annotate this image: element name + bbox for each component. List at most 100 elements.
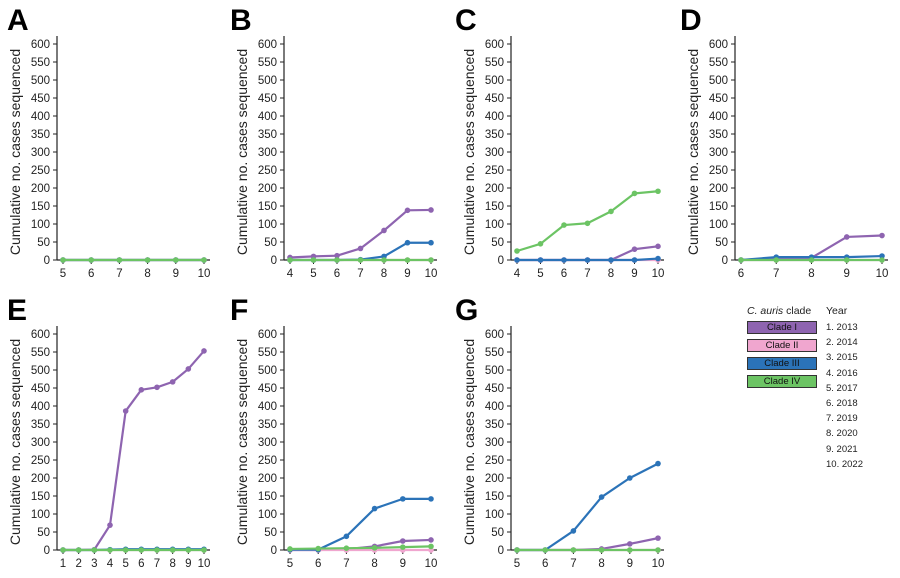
- y-tick-label: 350: [709, 129, 728, 141]
- data-point: [655, 255, 661, 262]
- y-tick-label: 250: [709, 165, 728, 177]
- data-point: [627, 475, 633, 481]
- panel-letter: F: [230, 294, 248, 327]
- x-tick-label: 2: [75, 558, 81, 570]
- data-point: [357, 245, 364, 252]
- data-point: [310, 257, 317, 263]
- data-point: [357, 257, 364, 263]
- y-tick-label: 200: [31, 473, 50, 485]
- y-axis-label: Cumulative no. cases sequenced: [685, 49, 701, 255]
- data-point: [343, 533, 350, 540]
- legend-swatch: [747, 357, 817, 370]
- data-point: [404, 239, 411, 246]
- data-point: [598, 494, 605, 500]
- x-tick-label: 5: [310, 268, 316, 280]
- x-tick-label: 10: [652, 558, 665, 570]
- legend-item-clade-1: Clade I: [747, 321, 817, 335]
- y-tick-label: 150: [31, 201, 50, 213]
- panel-d: D 0 50 100 150 200 250 300 350 400 450 500 550 600 6 7 8…: [680, 4, 888, 280]
- data-point: [116, 257, 123, 263]
- y-tick-label: 300: [485, 147, 504, 159]
- data-point: [627, 547, 633, 553]
- x-tick-label: 9: [627, 558, 633, 570]
- legend-item-clade-4: Clade IV: [747, 375, 817, 389]
- x-tick-label: 10: [425, 558, 438, 570]
- data-point: [843, 257, 850, 263]
- y-tick-label: 200: [709, 183, 728, 195]
- data-point: [608, 208, 614, 215]
- x-tick-label: 7: [570, 558, 576, 570]
- data-point: [428, 543, 434, 550]
- x-tick-label: 6: [334, 268, 340, 280]
- legend-year-8: 8. 2020: [826, 428, 858, 440]
- y-tick-label: 500: [485, 365, 504, 377]
- y-tick-label: 400: [258, 401, 277, 413]
- y-tick-label: 50: [491, 237, 504, 249]
- y-tick-label: 50: [37, 237, 50, 249]
- panel-c: C 0 50 100 150 200 250 300 350 400 450 500 550 600 4 5 6…: [455, 4, 664, 280]
- panel-letter: G: [455, 294, 478, 327]
- data-point: [879, 257, 885, 263]
- y-tick-label: 250: [31, 455, 50, 467]
- y-tick-label: 50: [715, 237, 728, 249]
- x-tick-label: 4: [514, 268, 521, 280]
- data-point: [60, 257, 66, 263]
- y-tick-label: 400: [485, 111, 504, 123]
- data-point: [169, 379, 176, 385]
- y-tick-label: 550: [258, 57, 277, 69]
- data-point: [185, 366, 192, 372]
- y-axis-label: Cumulative no. cases sequenced: [234, 49, 250, 255]
- y-tick-label: 150: [485, 201, 504, 213]
- legend-label: Clade IV: [763, 376, 801, 387]
- x-tick-label: 8: [144, 268, 150, 280]
- y-tick-label: 150: [31, 491, 50, 503]
- y-tick-label: 200: [258, 473, 277, 485]
- x-tick-label: 10: [652, 268, 665, 280]
- data-point: [154, 384, 160, 391]
- data-point: [404, 257, 411, 263]
- y-tick-label: 500: [258, 75, 277, 87]
- data-point: [570, 528, 577, 534]
- legend-year-header: Year: [826, 305, 848, 317]
- data-point: [201, 257, 207, 263]
- y-axis-label: Cumulative no. cases sequenced: [461, 49, 477, 255]
- legend-year-4: 4. 2016: [826, 367, 858, 379]
- y-tick-label: 200: [485, 183, 504, 195]
- y-tick-label: 0: [722, 255, 728, 267]
- panel-letter: D: [680, 4, 702, 37]
- data-point: [428, 537, 434, 543]
- data-point: [107, 522, 113, 528]
- data-point: [287, 546, 293, 552]
- y-axis-label: Cumulative no. cases sequenced: [7, 339, 23, 545]
- panel-letter: E: [7, 294, 27, 327]
- data-point: [631, 246, 638, 252]
- panel-b: B 0 50 100 150 200 250 300 350 400 450 500 550 600 4 5 6…: [230, 4, 437, 280]
- y-tick-label: 450: [258, 93, 277, 105]
- legend-year-5: 5. 2017: [826, 382, 858, 394]
- y-tick-label: 300: [31, 437, 50, 449]
- y-tick-label: 350: [31, 419, 50, 431]
- data-point: [404, 207, 411, 214]
- series-line: [290, 497, 431, 551]
- y-tick-label: 250: [485, 455, 504, 467]
- data-point: [584, 257, 591, 263]
- y-tick-label: 450: [31, 383, 50, 395]
- y-tick-label: 0: [498, 255, 504, 267]
- legend-year-7: 7. 2019: [826, 413, 858, 425]
- legend-year-2: 2. 2014: [826, 337, 858, 349]
- x-tick-label: 4: [287, 268, 294, 280]
- x-tick-label: 6: [542, 558, 548, 570]
- y-tick-label: 150: [709, 201, 728, 213]
- x-tick-label: 5: [537, 268, 543, 280]
- data-point: [334, 252, 340, 259]
- y-tick-label: 600: [258, 39, 277, 51]
- panel-f: F 0 50 100 150 200 250 300 350 400 450 500 550 600 5 6 7…: [230, 294, 437, 570]
- legend-clade-header-species: C. auris: [747, 305, 784, 317]
- data-point: [808, 257, 815, 263]
- y-tick-label: 600: [709, 39, 728, 51]
- legend-label: Clade I: [766, 322, 798, 333]
- x-tick-label: 6: [138, 558, 144, 570]
- x-tick-label: 10: [198, 558, 211, 570]
- data-point: [608, 257, 614, 263]
